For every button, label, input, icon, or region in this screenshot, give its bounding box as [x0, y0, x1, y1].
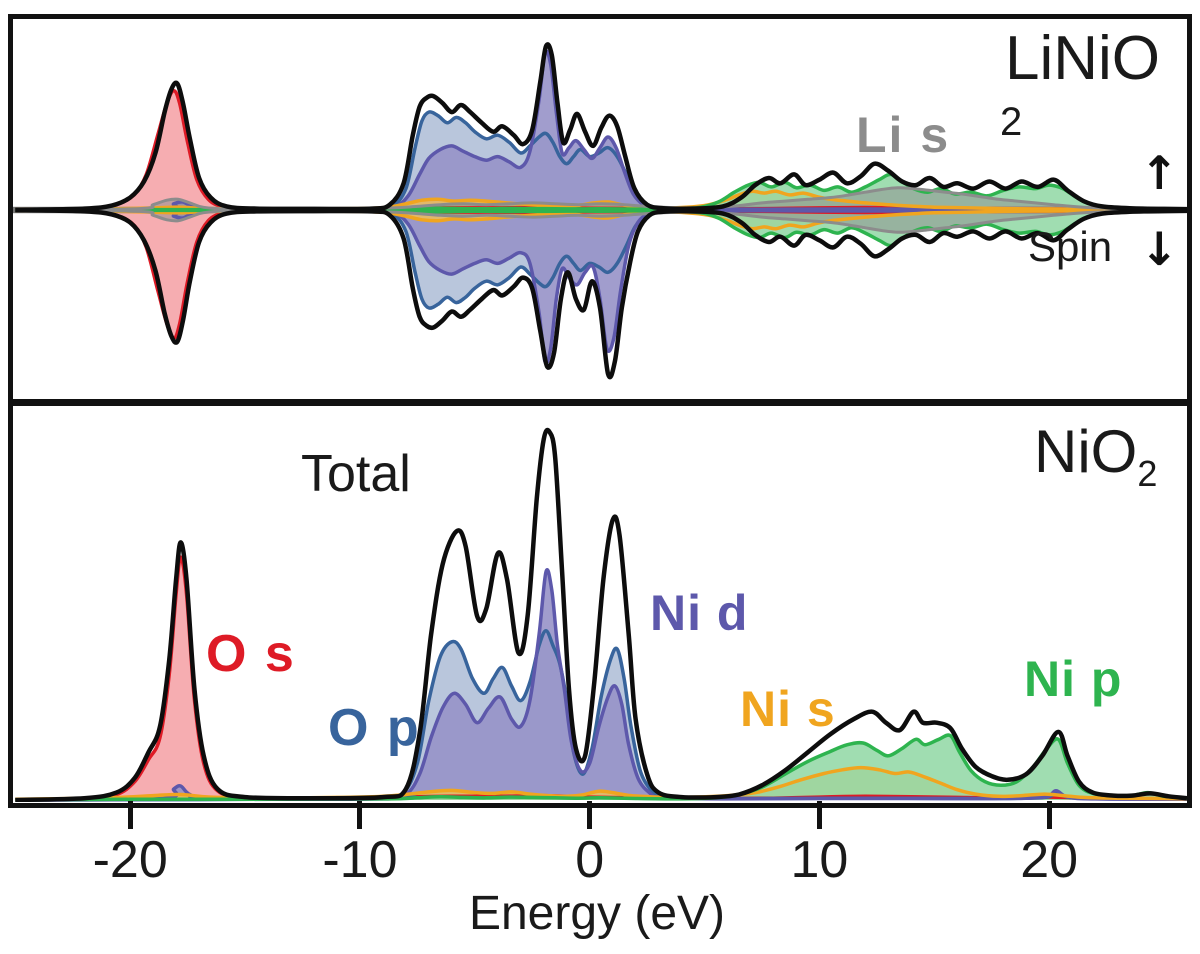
total-series-label: Total	[301, 445, 411, 503]
nio2-panel-title: NiO2	[1034, 418, 1158, 494]
o-s-series-label: O s	[206, 625, 296, 683]
li-s-series-label: Li s	[856, 107, 951, 163]
linio2-total-curve-down	[15, 207, 1187, 380]
panel-divider	[8, 399, 1192, 406]
nio2-ni_p-curve	[15, 733, 1187, 802]
spin-down-arrow-icon: ↓	[1140, 222, 1179, 276]
nio2-total-curve	[15, 427, 1187, 802]
x-axis-title: Energy (eV)	[468, 887, 726, 940]
nio2-dos-plot	[15, 427, 1187, 802]
linio2-ni_p-curve	[15, 172, 1187, 212]
x-tick-label: 20	[1020, 831, 1079, 889]
ni-d-series-label: Ni d	[650, 585, 749, 641]
linio2-spin-dos-plot	[13, 42, 1187, 380]
x-tick-label: -20	[92, 831, 168, 889]
ni-p-series-label: Ni p	[1024, 651, 1123, 707]
spin-up-arrow-icon: ↑	[1140, 146, 1179, 200]
x-tick-label: 10	[790, 831, 849, 889]
linio2-panel-title: LiNiO	[1004, 24, 1160, 93]
x-tick-label: 0	[575, 831, 605, 889]
linio2-ni_p-curve-down	[15, 208, 1187, 248]
ni-s-series-label: Ni s	[740, 681, 836, 737]
o-p-series-label: O p	[328, 699, 421, 757]
nio2-ni_p-area	[15, 735, 1187, 800]
linio2-title-subscript: 2	[1000, 100, 1023, 144]
x-tick-label: -10	[322, 831, 398, 889]
nio2-title-subscript: 2	[1137, 453, 1158, 494]
spin-label: Spin	[1028, 223, 1113, 270]
linio2-total-curve	[15, 42, 1187, 213]
nio2-ni_d-area	[15, 569, 1187, 800]
